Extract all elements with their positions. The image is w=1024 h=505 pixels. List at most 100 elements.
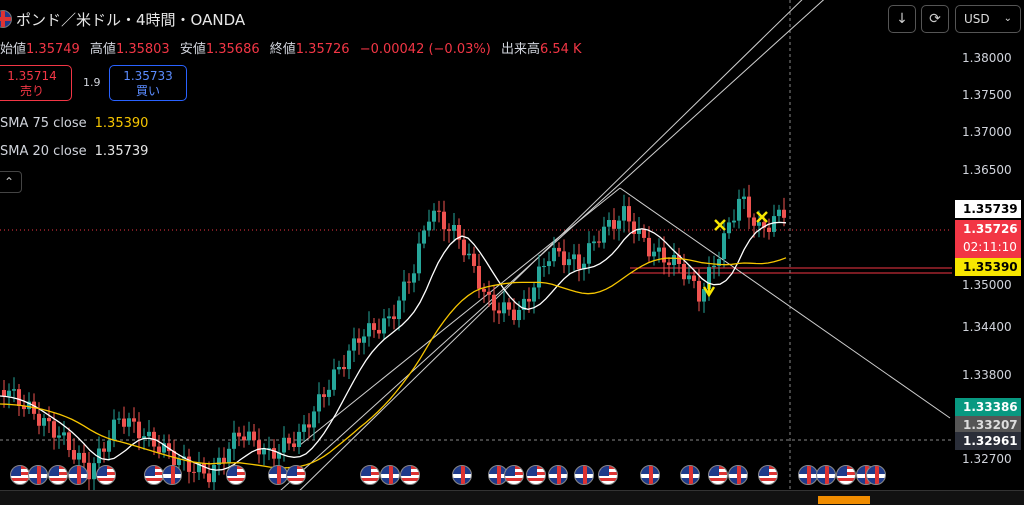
candle-body — [637, 228, 641, 234]
candle-body — [117, 418, 121, 420]
y-tick: 1.33800 — [962, 368, 1012, 382]
candle-body — [752, 217, 756, 226]
candle-body — [277, 452, 281, 459]
symbol-title[interactable]: ポンド／米ドル・4時間・OANDA — [0, 8, 245, 30]
candle-body — [537, 266, 541, 288]
us-flag-icon[interactable] — [598, 465, 618, 485]
uk-flag-icon[interactable] — [268, 465, 288, 485]
candle-body — [747, 196, 751, 218]
candle-body — [662, 247, 666, 263]
candle-body — [137, 421, 141, 439]
spread-value: 1.9 — [83, 76, 101, 89]
uk-flag-icon[interactable] — [28, 465, 48, 485]
candle-body — [302, 424, 306, 432]
us-flag-icon[interactable] — [836, 465, 856, 485]
candle-body — [562, 251, 566, 266]
y-tick: 1.37000 — [962, 125, 1012, 139]
uk-flag-icon[interactable] — [680, 465, 700, 485]
candle-body — [502, 302, 506, 314]
us-flag-icon[interactable] — [504, 465, 524, 485]
sma75-legend[interactable]: SMA 75 close 1.35390 — [0, 116, 149, 131]
uk-flag-icon[interactable] — [68, 465, 88, 485]
candle-body — [772, 216, 776, 232]
candle-body — [442, 211, 446, 230]
uk-flag-icon[interactable] — [728, 465, 748, 485]
candle-body — [212, 464, 216, 483]
candle-body — [447, 229, 451, 231]
candle-body — [37, 413, 41, 426]
uk-flag-icon[interactable] — [798, 465, 818, 485]
candle-body — [167, 443, 171, 452]
candle-body — [267, 448, 271, 450]
candle-body — [57, 435, 61, 438]
candle-body — [737, 198, 741, 221]
candle-body — [642, 228, 646, 238]
candle-body — [742, 196, 746, 199]
y-tick: 1.37500 — [962, 88, 1012, 102]
uk-flag-icon[interactable] — [640, 465, 660, 485]
us-flag-icon[interactable] — [708, 465, 728, 485]
candle-body — [512, 309, 516, 321]
us-flag-icon[interactable] — [526, 465, 546, 485]
candle-body — [312, 411, 316, 428]
uk-flag-icon[interactable] — [816, 465, 836, 485]
candle-body — [332, 369, 336, 390]
candle-body — [427, 221, 431, 231]
candle-body — [567, 259, 571, 266]
candle-body — [342, 366, 346, 370]
candle-body — [382, 318, 386, 334]
candle-body — [722, 233, 726, 260]
candle-body — [612, 220, 616, 229]
collapse-legend-button[interactable]: ⌃ — [0, 171, 22, 193]
candle-body — [697, 280, 701, 302]
us-flag-icon[interactable] — [400, 465, 420, 485]
candle-body — [487, 291, 491, 295]
refresh-button[interactable]: ⟳ — [921, 5, 949, 33]
uk-flag-icon[interactable] — [452, 465, 472, 485]
candle-body — [307, 424, 311, 428]
uk-flag-icon[interactable] — [574, 465, 594, 485]
time-axis[interactable] — [0, 490, 1024, 505]
download-button[interactable]: ↓ — [888, 5, 916, 33]
sell-button[interactable]: 1.35714 売り — [0, 65, 72, 101]
y-tick: 1.36500 — [962, 163, 1012, 177]
candle-body — [357, 338, 361, 343]
currency-select[interactable]: USD ⌄ — [955, 5, 1021, 33]
sma20-line — [0, 221, 787, 471]
candle-body — [82, 452, 86, 463]
candle-body — [717, 259, 721, 266]
candle-body — [432, 210, 436, 222]
candle-body — [422, 230, 426, 244]
candle-body — [542, 266, 546, 268]
us-flag-icon[interactable] — [10, 465, 30, 485]
candle-body — [22, 406, 26, 410]
us-flag-icon[interactable] — [286, 465, 306, 485]
uk-flag-icon[interactable] — [162, 465, 182, 485]
sma20-legend[interactable]: SMA 20 close 1.35739 — [0, 144, 149, 159]
candle-body — [582, 263, 586, 270]
us-flag-icon[interactable] — [48, 465, 68, 485]
candle-body — [492, 294, 496, 311]
uk-flag-icon[interactable] — [866, 465, 886, 485]
candle-body — [62, 432, 66, 436]
candle-body — [252, 431, 256, 441]
uk-flag-icon[interactable] — [380, 465, 400, 485]
candle-body — [572, 254, 576, 260]
candle-body — [132, 418, 136, 422]
candle-body — [617, 220, 621, 229]
us-flag-icon[interactable] — [226, 465, 246, 485]
candle-body — [2, 390, 6, 397]
us-flag-icon[interactable] — [360, 465, 380, 485]
candle-body — [702, 288, 706, 302]
sma75-line — [0, 257, 787, 469]
buy-button[interactable]: 1.35733 買い — [109, 65, 187, 101]
us-flag-icon[interactable] — [144, 465, 164, 485]
us-flag-icon[interactable] — [96, 465, 116, 485]
candle-body — [287, 437, 291, 444]
uk-flag-icon[interactable] — [548, 465, 568, 485]
candle-body — [242, 436, 246, 441]
candle-body — [597, 241, 601, 243]
candle-body — [217, 457, 221, 465]
us-flag-icon[interactable] — [758, 465, 778, 485]
